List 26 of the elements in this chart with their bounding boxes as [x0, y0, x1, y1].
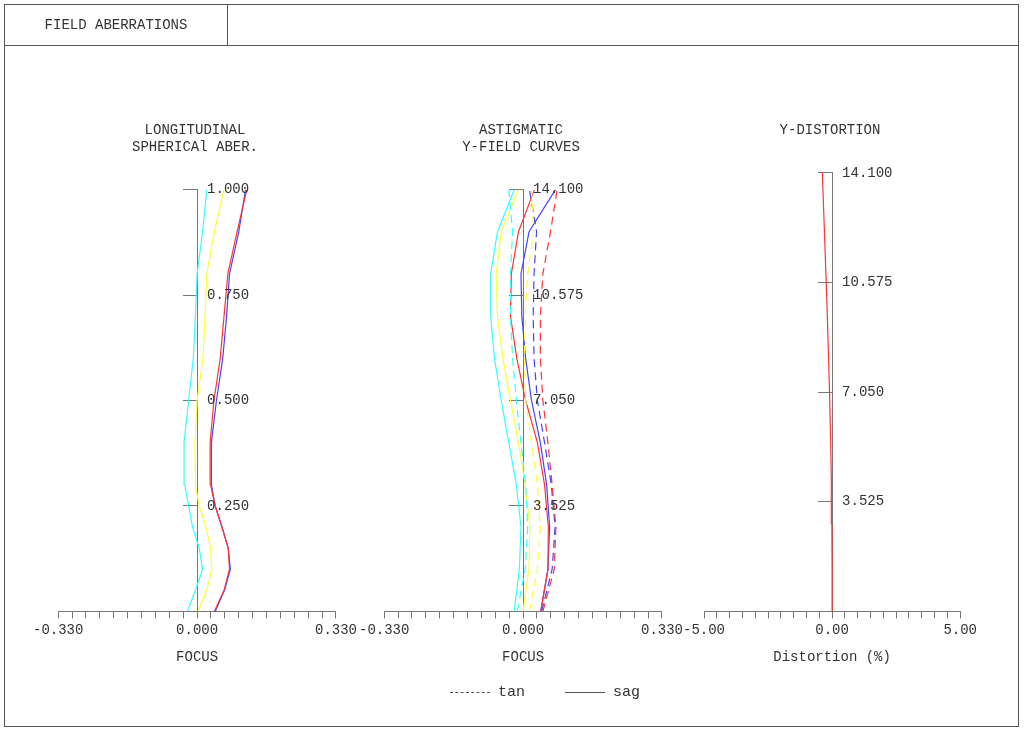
- x-tick-label: -5.00: [683, 621, 726, 638]
- x-tick-label: -0.330: [32, 621, 84, 638]
- text: tan: [498, 684, 526, 701]
- y-tick-label: 7.050: [842, 383, 885, 400]
- y-tick-label: 7.050: [533, 392, 576, 409]
- x-tick-label: 0.330: [640, 621, 683, 638]
- x-tick-label: 0.330: [314, 621, 357, 638]
- x-tick-label: 0.000: [176, 621, 219, 638]
- x-tick-label: 5.00: [943, 621, 977, 638]
- y-tick-label: 14.100: [533, 181, 584, 198]
- x-axis-title: Distortion (%): [773, 649, 891, 666]
- x-tick-label: -0.330: [358, 621, 410, 638]
- x-tick-label: 0.000: [502, 621, 545, 638]
- chart-title: LONGITUDINAL SPHERICAl ABER.: [131, 122, 259, 155]
- chart-title: Y-DISTORTION: [779, 122, 881, 139]
- x-axis-title: FOCUS: [502, 649, 545, 666]
- x-axis-title: FOCUS: [176, 649, 219, 666]
- y-tick-label: 14.100: [842, 164, 893, 181]
- y-tick-label: 10.575: [533, 286, 584, 303]
- chart-title: ASTIGMATIC Y-FIELD CURVES: [462, 122, 580, 155]
- y-tick-label: 3.525: [842, 493, 885, 510]
- text: FIELD ABERRATIONS: [5, 5, 228, 45]
- text: sag: [613, 684, 641, 701]
- y-tick-label: 1.000: [207, 181, 250, 198]
- x-tick-label: 0.00: [815, 621, 849, 638]
- y-tick-label: 10.575: [842, 274, 893, 291]
